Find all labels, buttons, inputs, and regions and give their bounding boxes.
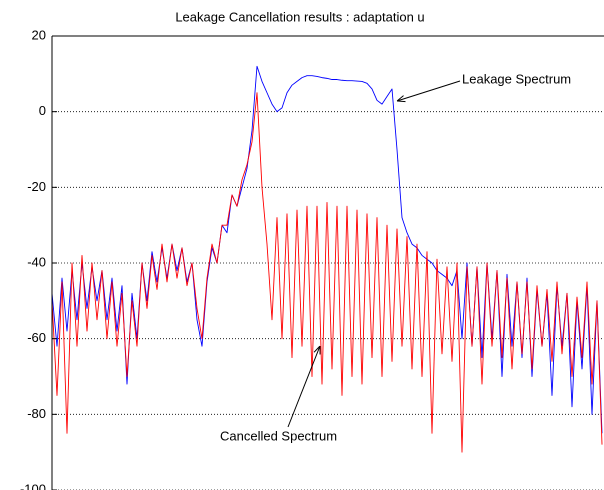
series-line: [51, 92, 603, 453]
y-tick-label: -80: [27, 406, 46, 421]
grid: [52, 35, 604, 490]
annotation: Leakage Spectrum: [462, 71, 571, 86]
y-tick-label: -40: [27, 254, 46, 269]
plot-lines: [51, 65, 603, 453]
y-tick-label: -100: [20, 481, 46, 490]
series-line: [51, 65, 603, 434]
y-tick-label: 20: [32, 27, 46, 42]
annotation-arrow: [397, 80, 461, 101]
y-tick-label: -60: [27, 330, 46, 345]
y-tick-label: 0: [39, 103, 46, 118]
y-tick-label: -20: [27, 179, 46, 194]
annotation: Cancelled Spectrum: [220, 428, 337, 443]
chart-title: Leakage Cancellation results : adaptatio…: [175, 9, 424, 24]
annotation-arrow: [287, 346, 320, 428]
y-ticks: 20 0 -20 -40 -60 -80 -100: [20, 27, 57, 490]
